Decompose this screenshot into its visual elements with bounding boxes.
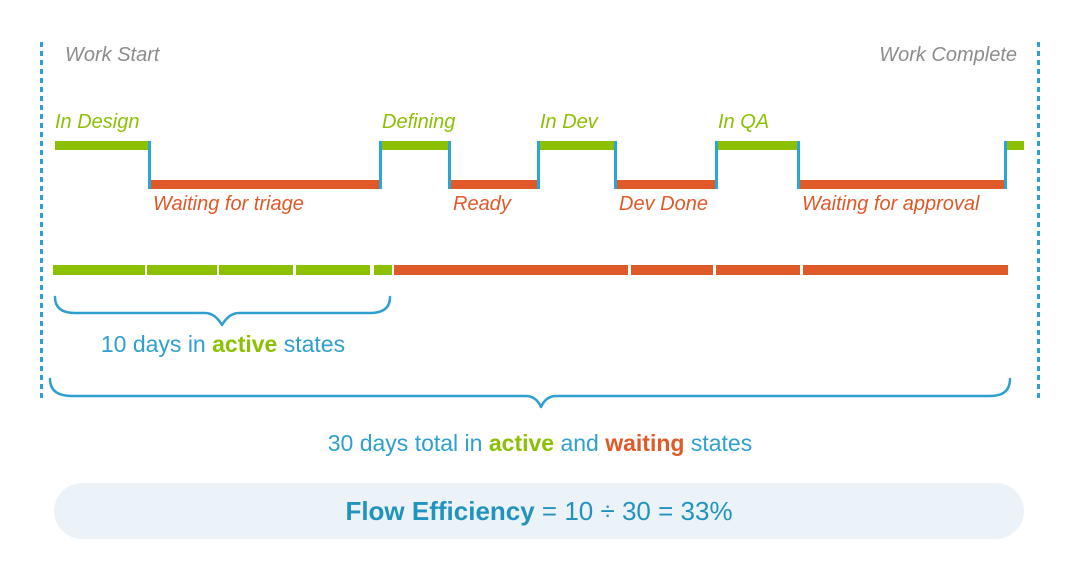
waiting-state-bar — [151, 180, 379, 189]
waiting-state-bar — [451, 180, 537, 189]
active-state-bar — [1007, 141, 1024, 150]
waiting-state-bar — [800, 180, 1004, 189]
flow-efficiency-formula-pill: Flow Efficiency = 10 ÷ 30 = 33% — [54, 483, 1024, 539]
active-days-caption: 10 days in active states — [55, 331, 391, 358]
summary-active-segment — [374, 265, 392, 275]
summary-waiting-segment — [716, 265, 800, 275]
waiting-state-label: Waiting for approval — [802, 193, 980, 215]
active-days-caption-suffix: states — [277, 331, 346, 357]
summary-active-segment — [296, 265, 370, 275]
active-state-label: Defining — [382, 111, 456, 133]
state-transition-connector — [614, 141, 617, 189]
total-days-caption-prefix: 30 days total in — [327, 430, 489, 456]
active-state-bar — [55, 141, 148, 150]
state-transition-connector — [797, 141, 800, 189]
summary-active-segment — [147, 265, 217, 275]
work-start-label: Work Start — [65, 44, 160, 66]
total-days-brace — [48, 377, 1012, 409]
state-transition-connector — [379, 141, 382, 189]
active-state-bar — [540, 141, 614, 150]
summary-active-segment — [219, 265, 293, 275]
state-transition-connector — [715, 141, 718, 189]
active-state-label: In Design — [55, 111, 140, 133]
summary-waiting-segment — [803, 265, 1008, 275]
state-transition-connector — [148, 141, 151, 189]
work-start-dashed-line — [40, 42, 43, 400]
state-transition-connector — [1004, 141, 1007, 189]
waiting-state-label: Waiting for triage — [153, 193, 304, 215]
active-state-label: In Dev — [540, 111, 598, 133]
active-days-caption-highlight: active — [212, 331, 278, 357]
state-transition-connector — [537, 141, 540, 189]
total-days-caption: 30 days total in active and waiting stat… — [0, 430, 1080, 457]
summary-active-segment — [53, 265, 145, 275]
flow-efficiency-equation: = 10 ÷ 30 = 33% — [534, 496, 733, 526]
total-days-caption-active: active — [488, 430, 555, 456]
waiting-state-label: Dev Done — [619, 193, 708, 215]
active-days-caption-prefix: 10 days in — [100, 331, 213, 357]
summary-waiting-segment — [394, 265, 628, 275]
summary-waiting-segment — [631, 265, 713, 275]
total-days-caption-middle: and — [554, 430, 606, 456]
flow-efficiency-label: Flow Efficiency — [345, 496, 535, 526]
state-transition-connector — [448, 141, 451, 189]
active-state-bar — [382, 141, 448, 150]
active-state-bar — [718, 141, 797, 150]
active-days-brace — [53, 295, 392, 327]
work-complete-dashed-line — [1037, 42, 1040, 400]
waiting-state-label: Ready — [453, 193, 511, 215]
waiting-state-bar — [617, 180, 715, 189]
active-state-label: In QA — [718, 111, 770, 133]
total-days-caption-waiting: waiting — [605, 430, 685, 456]
total-days-caption-suffix: states — [684, 430, 753, 456]
work-complete-label: Work Complete — [879, 44, 1017, 66]
